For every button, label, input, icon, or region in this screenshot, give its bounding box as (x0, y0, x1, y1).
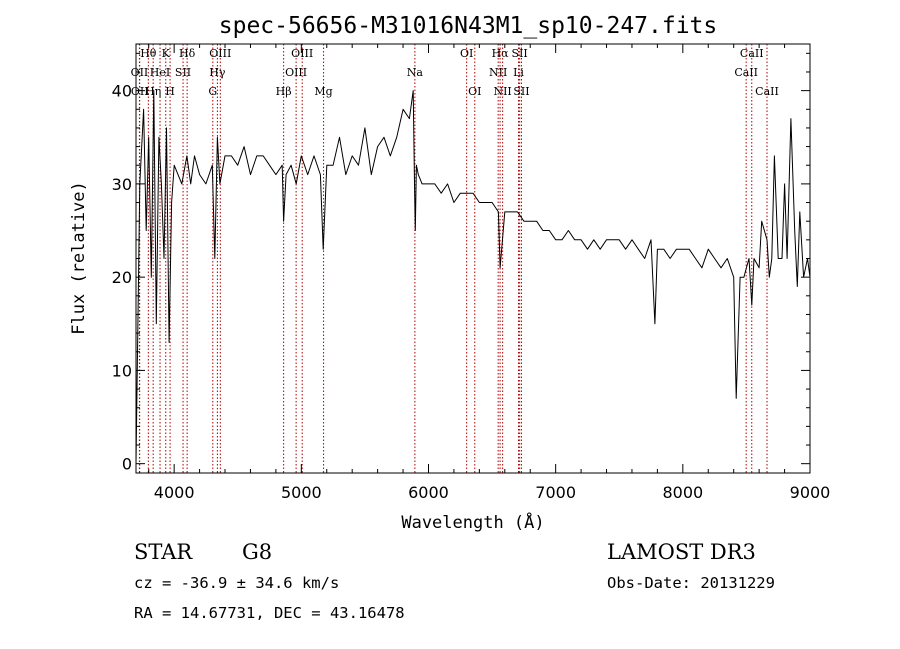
line-label: SII (513, 85, 529, 98)
y-tick-label: 40 (112, 82, 132, 101)
line-label: OI (460, 47, 473, 60)
line-label: H (165, 85, 175, 98)
line-label: OIII (285, 66, 307, 79)
line-label: Mg (314, 85, 332, 98)
line-label: Hβ (276, 85, 292, 98)
line-label: Li (513, 66, 524, 79)
line-label: Hα (492, 47, 510, 60)
y-tick-label: 0 (122, 455, 132, 474)
line-label: Na (407, 66, 424, 79)
line-label: SII (512, 47, 528, 60)
x-tick-label: 7000 (535, 483, 576, 502)
x-tick-label: 9000 (790, 483, 831, 502)
line-label: HeI (150, 66, 170, 79)
object-subclass: G8 (242, 540, 273, 564)
x-axis: 4000 5000 6000 7000 8000 9000 (148, 44, 831, 502)
y-axis-label: Flux (relative) (69, 181, 89, 335)
line-label: G (208, 85, 217, 98)
observation-date: Obs-Date: 20131229 (607, 574, 775, 592)
x-tick-label: 8000 (662, 483, 703, 502)
line-label: CaII (755, 85, 779, 98)
spectrum-line (135, 90, 811, 464)
y-axis: 0 10 20 30 40 (112, 52, 810, 474)
redshift-cz: cz = -36.9 ± 34.6 km/s (134, 574, 340, 592)
line-label: OIII (291, 47, 313, 60)
plot-frame (135, 43, 811, 474)
survey-name: LAMOST DR3 (607, 540, 756, 564)
y-tick-label: 30 (112, 175, 132, 194)
line-label: Hδ (179, 47, 196, 60)
line-label: NII (493, 85, 511, 98)
line-label: NII (489, 66, 507, 79)
x-tick-label: 5000 (281, 483, 322, 502)
line-label: SII (175, 66, 191, 79)
line-label: Hθ (140, 47, 157, 60)
line-label: CaII (734, 66, 758, 79)
x-tick-label: 4000 (154, 483, 195, 502)
x-axis-label: Wavelength (Å) (401, 511, 544, 533)
y-tick-label: 10 (112, 361, 132, 380)
line-label: OII (131, 85, 149, 98)
line-label: OI (468, 85, 481, 98)
y-tick-label: 20 (112, 268, 132, 287)
x-tick-label: 6000 (408, 483, 449, 502)
line-label: CaII (740, 47, 764, 60)
chart-title: spec-56656-M31016N43M1_sp10-247.fits (219, 13, 718, 39)
series-group (135, 90, 811, 464)
line-label: OIII (209, 47, 231, 60)
line-label: K (162, 47, 171, 60)
object-class: STAR (134, 540, 193, 564)
line-label: Hγ (209, 66, 226, 79)
line-label: Hη (145, 85, 161, 98)
coordinates: RA = 14.67731, DEC = 43.16478 (134, 604, 405, 622)
